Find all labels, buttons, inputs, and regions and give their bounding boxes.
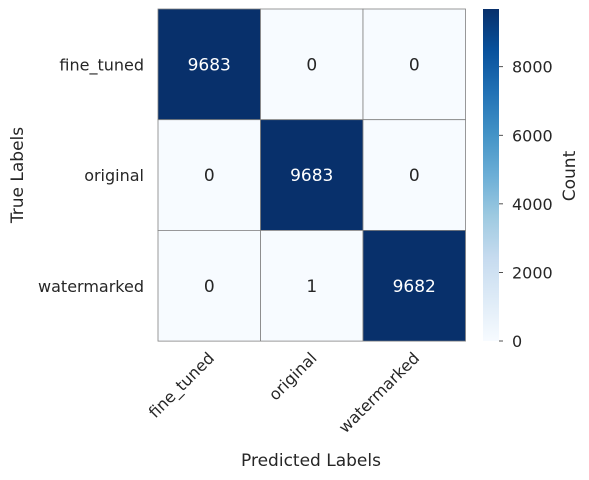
heatmap-cell (157, 119, 261, 231)
colorbar-gradient (483, 9, 499, 341)
colorbar-title: Count (560, 150, 580, 201)
colorbar-tick-label: 8000 (512, 58, 553, 77)
x-axis-title: Predicted Labels (241, 451, 381, 471)
x-tick-label: original (265, 348, 321, 404)
x-tick-label: fine_tuned (145, 348, 219, 422)
y-tick-label: watermarked (38, 277, 144, 296)
x-tick-label: watermarked (335, 348, 423, 436)
heatmap-cell (362, 229, 466, 342)
cell-value-label: 9682 (393, 277, 436, 297)
colorbar-tick-label: 2000 (512, 263, 553, 282)
heatmap-cells (157, 8, 466, 342)
colorbar-tick-label: 4000 (512, 195, 553, 214)
heatmap-cell (157, 229, 261, 342)
heatmap-cell (362, 119, 466, 231)
heatmap-cell-labels: 9683 0 0 0 9683 0 0 1 9682 (188, 55, 436, 296)
cell-value-label: 1 (306, 277, 317, 297)
cell-value-label: 0 (409, 55, 420, 75)
x-axis-ticks: fine_tuned original watermarked (145, 348, 423, 436)
cell-value-label: 0 (204, 277, 215, 297)
y-axis-title: True Labels (8, 127, 28, 224)
y-tick-label: original (84, 166, 144, 185)
cell-value-label: 0 (306, 55, 317, 75)
heatmap-cell (260, 119, 364, 231)
colorbar-tick-label: 6000 (512, 126, 553, 145)
heatmap-cell (260, 229, 364, 342)
cell-value-label: 0 (204, 166, 215, 186)
y-tick-label: fine_tuned (59, 55, 144, 75)
cell-value-label: 9683 (290, 166, 333, 186)
y-axis-ticks: fine_tuned original watermarked (38, 55, 144, 295)
colorbar-ticks: 0 2000 4000 6000 8000 (499, 58, 553, 351)
cell-value-label: 0 (409, 166, 420, 186)
heatmap-cell (157, 8, 261, 121)
colorbar: 0 2000 4000 6000 8000 Count (483, 9, 580, 351)
colorbar-tick-label: 0 (512, 332, 522, 351)
heatmap-cell (362, 8, 466, 121)
heatmap-cell (260, 8, 364, 121)
cell-value-label: 9683 (188, 55, 231, 75)
